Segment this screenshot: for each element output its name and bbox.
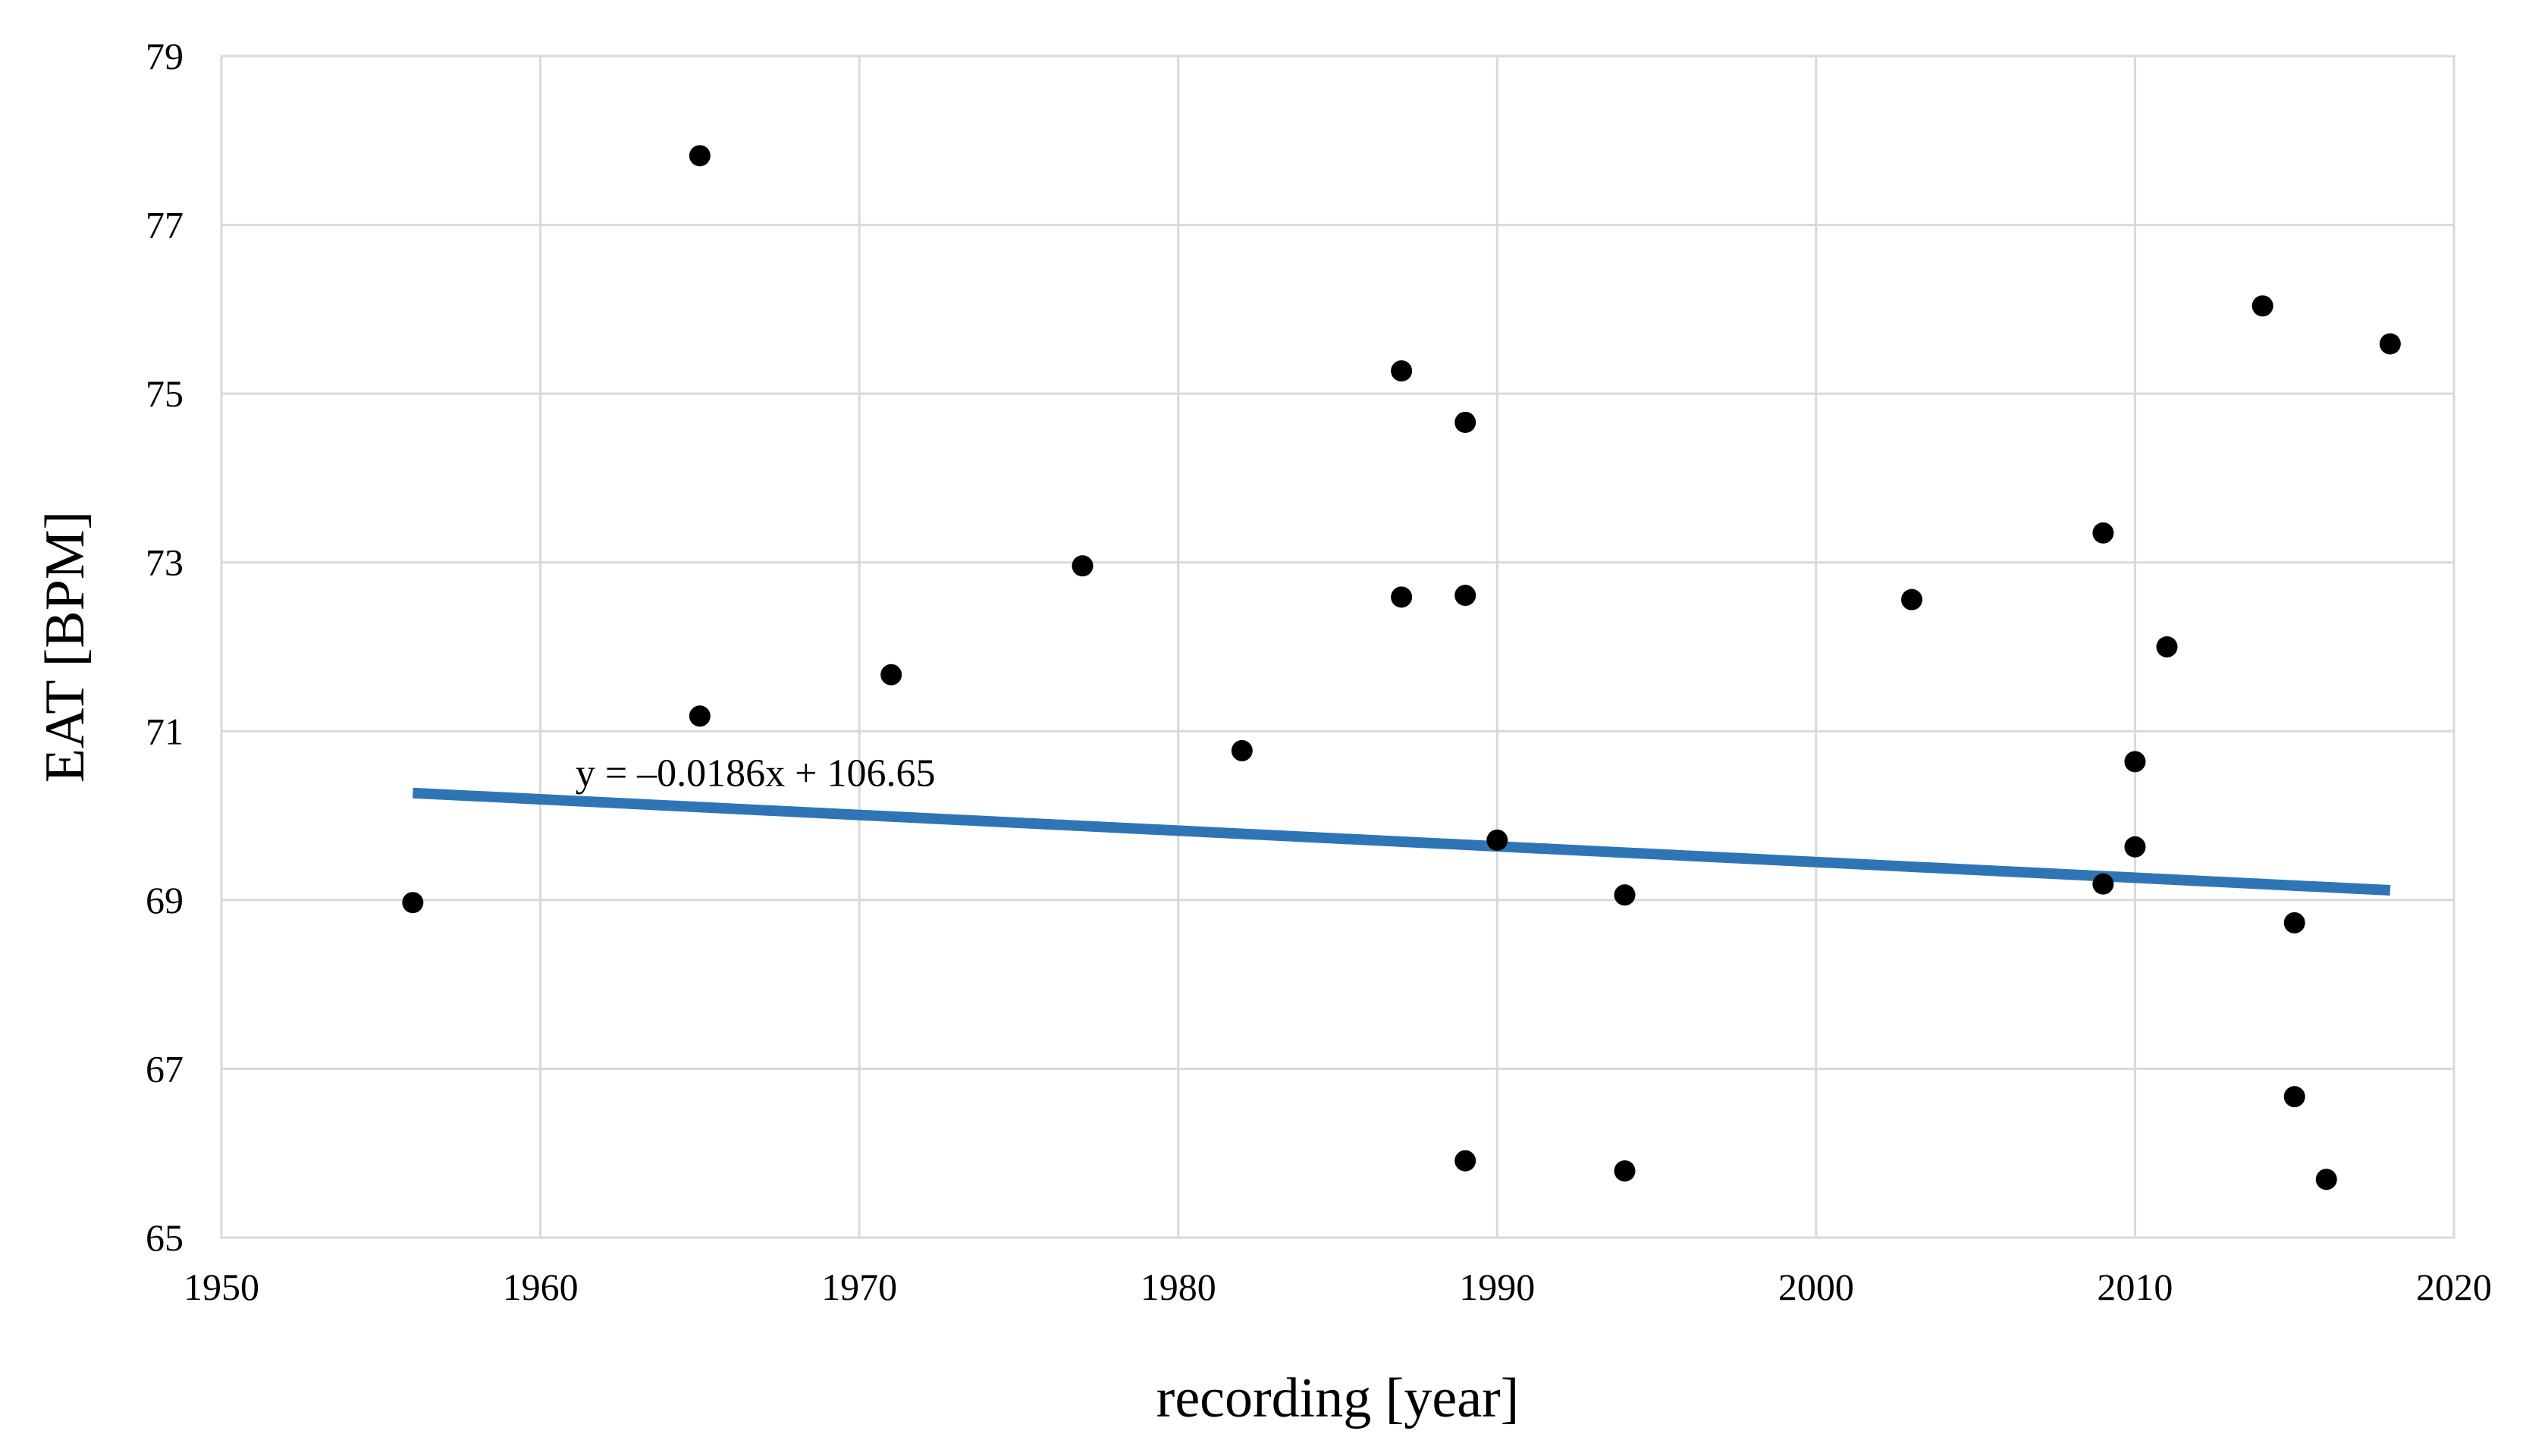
data-point	[2092, 873, 2114, 895]
data-point	[689, 145, 711, 167]
data-point	[2156, 636, 2178, 657]
x-tick-label: 1990	[1459, 1266, 1535, 1308]
x-tick-label: 2000	[1778, 1266, 1854, 1308]
x-tick-label: 1950	[184, 1266, 259, 1308]
x-axis-tick-labels: 1950 1960 1970 1980 1990 2000 2010 2020	[184, 1266, 2492, 1308]
data-point	[880, 664, 902, 686]
y-tick-label: 77	[146, 204, 184, 246]
data-point	[1486, 829, 1508, 851]
data-point	[1614, 1160, 1636, 1182]
grid-lines	[220, 55, 2455, 1239]
data-point	[1454, 411, 1476, 433]
data-point	[1901, 588, 1923, 610]
data-point	[1391, 360, 1413, 382]
y-tick-label: 67	[146, 1047, 184, 1090]
x-tick-label: 1960	[503, 1266, 579, 1308]
y-tick-label: 79	[146, 35, 184, 77]
x-axis-title: recording [year]	[1156, 1367, 1520, 1429]
data-point	[402, 892, 424, 914]
data-point	[2124, 836, 2146, 858]
data-point	[2092, 522, 2114, 544]
data-point	[1454, 585, 1476, 607]
y-tick-label: 71	[146, 710, 184, 752]
x-tick-label: 1970	[821, 1266, 897, 1308]
data-point	[1454, 1150, 1476, 1172]
plot-area-frame	[220, 55, 2455, 1239]
data-point	[2315, 1169, 2337, 1191]
y-tick-label: 69	[146, 879, 184, 921]
x-tick-label: 1980	[1141, 1266, 1216, 1308]
x-tick-label: 2010	[2097, 1266, 2173, 1308]
y-tick-label: 65	[146, 1216, 184, 1259]
trendline	[412, 787, 2391, 896]
data-point	[2283, 1086, 2305, 1108]
y-tick-label: 73	[146, 541, 184, 584]
data-point	[2124, 751, 2146, 773]
data-point	[689, 705, 711, 727]
y-tick-label: 75	[146, 372, 184, 415]
data-point	[2379, 333, 2401, 355]
x-tick-label: 2020	[2416, 1266, 2492, 1308]
trendline-equation: y = –0.0186x + 106.65	[576, 752, 936, 795]
trendline-group: y = –0.0186x + 106.65	[412, 752, 2391, 896]
y-axis-tick-labels: 65 67 69 71 73 75 77 79	[146, 35, 184, 1259]
data-point	[2251, 295, 2273, 317]
data-points	[402, 145, 2401, 1191]
data-point	[1614, 884, 1636, 906]
data-point	[2283, 912, 2305, 934]
data-point	[1391, 586, 1413, 608]
data-point	[1231, 739, 1253, 761]
data-point	[1072, 555, 1094, 577]
y-axis-title: EAT [BPM]	[34, 511, 96, 783]
